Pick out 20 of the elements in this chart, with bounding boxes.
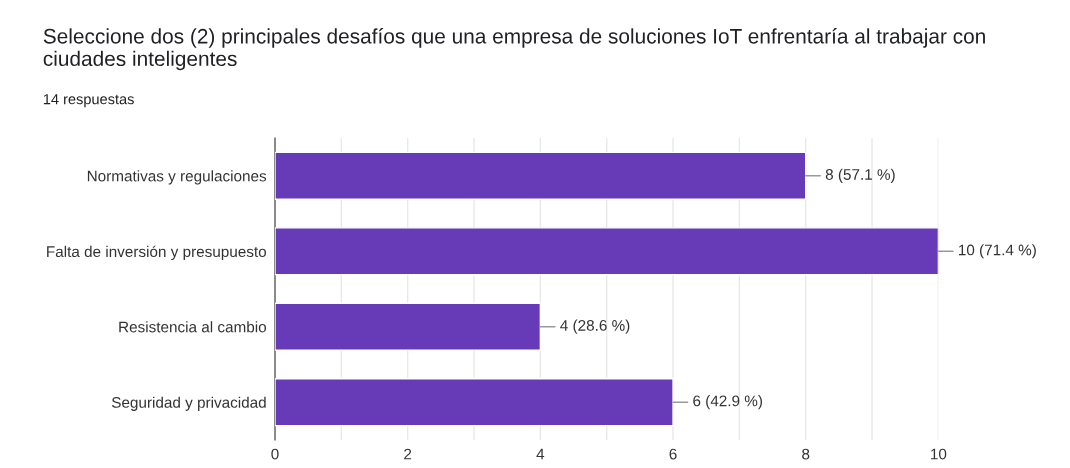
data-label: 6 (42.9 %) bbox=[693, 395, 763, 410]
text: 14 respuestas bbox=[43, 94, 134, 108]
bar bbox=[274, 227, 939, 276]
x-tick-label: 10 bbox=[931, 448, 947, 460]
bar bbox=[274, 302, 542, 351]
chart-title: Seleccione dos (2) principales desafíos que una empresa de soluciones IoT enfrentaría al trabajar con ciudades inteligentes bbox=[43, 28, 985, 71]
x-tick-label: 0 bbox=[271, 448, 279, 460]
data-label: 4 (28.6 %) bbox=[560, 319, 630, 334]
y-tick-label: Resistencia al cambio bbox=[119, 321, 267, 333]
x-tick-label: 4 bbox=[536, 448, 545, 460]
data-label: 8 (57.1 %) bbox=[825, 168, 895, 183]
y-tick-label: Normativas y regulaciones bbox=[87, 170, 267, 185]
bar bbox=[274, 378, 674, 427]
y-tick-label: Falta de inversión y presupuesto bbox=[47, 245, 267, 261]
x-tick-label: 2 bbox=[404, 448, 412, 460]
x-tick-label: 6 bbox=[669, 448, 677, 460]
bar bbox=[274, 151, 807, 200]
y-tick-label: Seguridad y privacidad bbox=[111, 396, 266, 411]
data-label: 10 (71.4 %) bbox=[959, 244, 1036, 259]
x-tick-label: 8 bbox=[802, 448, 810, 460]
